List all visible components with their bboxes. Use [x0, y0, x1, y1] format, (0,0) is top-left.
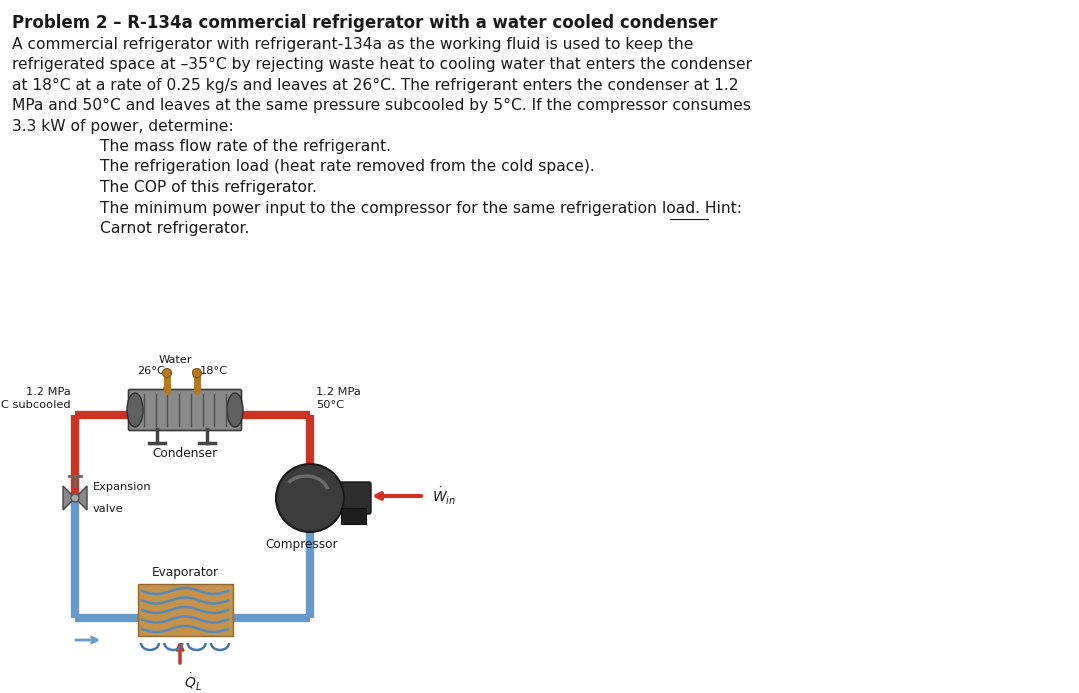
Ellipse shape: [227, 393, 243, 427]
Polygon shape: [63, 486, 76, 510]
FancyBboxPatch shape: [337, 482, 371, 514]
Text: 1.2 MPa: 1.2 MPa: [316, 387, 360, 397]
Text: 26°C: 26°C: [137, 366, 165, 376]
Text: Compressor: Compressor: [265, 538, 338, 551]
Circle shape: [71, 494, 79, 502]
Circle shape: [276, 464, 344, 532]
Text: 50°C: 50°C: [316, 400, 344, 410]
Polygon shape: [76, 486, 87, 510]
Text: Expansion: Expansion: [93, 482, 152, 492]
Circle shape: [163, 369, 172, 378]
Text: refrigerated space at –35°C by rejecting waste heat to cooling water that enters: refrigerated space at –35°C by rejecting…: [12, 57, 752, 72]
Text: Condenser: Condenser: [152, 447, 218, 460]
Text: $\dot{W}_{in}$: $\dot{W}_{in}$: [432, 486, 456, 507]
Text: 3.3 kW of power, determine:: 3.3 kW of power, determine:: [12, 119, 234, 134]
Text: The refrigeration load (heat rate removed from the cold space).: The refrigeration load (heat rate remove…: [100, 159, 595, 175]
FancyBboxPatch shape: [128, 389, 242, 430]
Text: valve: valve: [93, 504, 124, 514]
Text: 18°C: 18°C: [200, 366, 228, 376]
Circle shape: [192, 369, 202, 378]
Text: Water: Water: [159, 355, 192, 365]
Text: 1.2 MPa: 1.2 MPa: [26, 387, 71, 397]
Ellipse shape: [127, 393, 144, 427]
Text: The minimum power input to the compressor for the same refrigeration load. Hint:: The minimum power input to the compresso…: [100, 200, 742, 216]
Text: The COP of this refrigerator.: The COP of this refrigerator.: [100, 180, 317, 195]
Text: Evaporator: Evaporator: [151, 566, 219, 579]
Bar: [341, 508, 366, 524]
Text: MPa and 50°C and leaves at the same pressure subcooled by 5°C. If the compressor: MPa and 50°C and leaves at the same pres…: [12, 98, 751, 113]
Text: Problem 2 – R-134a commercial refrigerator with a water cooled condenser: Problem 2 – R-134a commercial refrigerat…: [12, 14, 718, 32]
Text: A commercial refrigerator with refrigerant-134a as the working fluid is used to : A commercial refrigerator with refrigera…: [12, 37, 694, 51]
Bar: [138, 584, 233, 636]
Text: 5°C subcooled: 5°C subcooled: [0, 400, 71, 410]
Text: $\dot{Q}_L$: $\dot{Q}_L$: [185, 672, 202, 693]
Text: at 18°C at a rate of 0.25 kg/s and leaves at 26°C. The refrigerant enters the co: at 18°C at a rate of 0.25 kg/s and leave…: [12, 78, 738, 93]
Text: Carnot refrigerator.: Carnot refrigerator.: [100, 221, 249, 236]
Text: The mass flow rate of the refrigerant.: The mass flow rate of the refrigerant.: [100, 139, 391, 154]
